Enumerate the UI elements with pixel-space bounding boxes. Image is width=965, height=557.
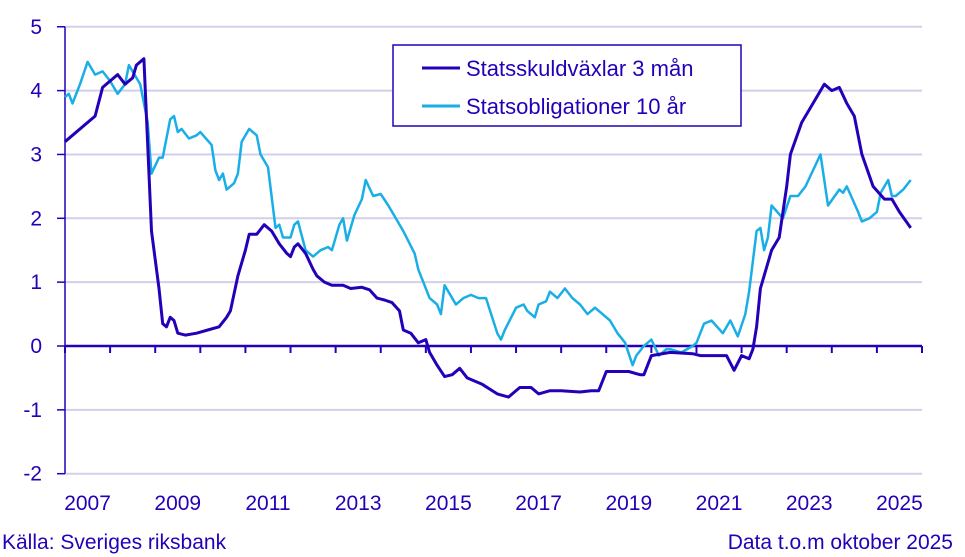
series-line-statsobligationer (64, 60, 912, 367)
y-tick-label: 4 (30, 80, 42, 103)
y-tick-label: 5 (30, 16, 42, 39)
x-tick-label: 2025 (876, 492, 923, 515)
series-line-statsskuldvaxlar (64, 57, 912, 399)
x-tick-label: 2019 (605, 492, 652, 515)
legend-label: Statsskuldväxlar 3 mån (466, 56, 693, 81)
y-tick-label: -2 (23, 463, 42, 486)
source-label: Källa: Sveriges riksbank (2, 531, 227, 554)
x-tick-label: 2007 (64, 492, 111, 515)
x-tick-label: 2023 (786, 492, 833, 515)
x-tick-label: 2017 (515, 492, 562, 515)
legend-box (392, 44, 742, 127)
legend-label: Statsobligationer 10 år (466, 94, 686, 119)
y-tick-label: -1 (23, 399, 42, 422)
x-tick-label: 2011 (245, 492, 290, 515)
data-note: Data t.o.m oktober 2025 (727, 531, 953, 554)
x-tick-label: 2013 (335, 492, 382, 515)
x-tick-label: 2021 (696, 492, 743, 515)
y-tick-label: 0 (30, 335, 42, 358)
y-tick-label: 3 (30, 143, 42, 166)
x-tick-label: 2009 (154, 492, 201, 515)
x-tick-label: 2015 (425, 492, 472, 515)
y-tick-label: 1 (30, 271, 42, 294)
y-tick-label: 2 (30, 207, 42, 230)
